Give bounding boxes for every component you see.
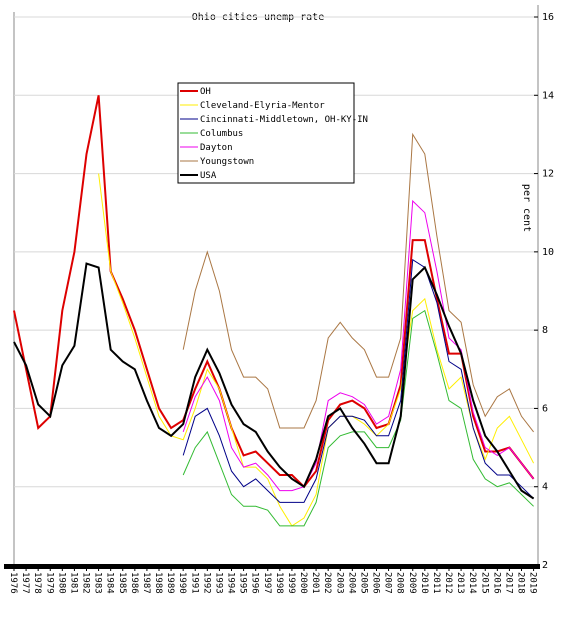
x-tick-label: 1998 (274, 572, 284, 594)
x-tick-label: 2015 (479, 572, 489, 594)
x-tick-label: 2004 (346, 572, 356, 594)
x-tick-label: 1990 (177, 572, 187, 594)
x-tick-label: 1986 (129, 572, 139, 594)
x-tick-label: 1976 (8, 572, 18, 594)
legend-label: USA (200, 171, 217, 181)
series-line (182, 199, 534, 492)
x-tick-label: 1993 (213, 572, 223, 594)
x-tick-label: 1982 (81, 572, 91, 594)
x-tick-label: 1992 (201, 572, 211, 594)
y-tick-label: 14 (542, 90, 554, 101)
x-tick-label: 1999 (286, 572, 296, 594)
series-line (182, 258, 534, 503)
x-tick-label: 2017 (503, 572, 513, 594)
x-tick-label: 1987 (141, 572, 151, 594)
legend-label: Cincinnati-Middletown, OH-KY-IN (200, 115, 368, 125)
legend-label: Dayton (200, 143, 233, 153)
x-tick-label: 1988 (153, 572, 163, 594)
series-line (182, 309, 534, 527)
x-tick-label: 1981 (68, 572, 78, 594)
series-line (13, 262, 535, 500)
x-tick-label: 1978 (32, 572, 42, 594)
x-tick-label: 2014 (467, 572, 477, 594)
x-tick-label: 2009 (407, 572, 417, 594)
x-tick-label: 2016 (491, 572, 501, 594)
x-tick-label: 1997 (262, 572, 272, 594)
legend-label: Columbus (200, 129, 243, 139)
x-tick-label: 2002 (322, 572, 332, 594)
y-tick-label: 12 (542, 169, 554, 180)
x-tick-label: 2019 (528, 572, 538, 594)
y-tick-label: 16 (542, 12, 554, 23)
x-tick-label: 1985 (117, 572, 127, 594)
y-tick-label: 6 (542, 403, 548, 414)
legend-box (177, 82, 355, 184)
x-tick-label: 2006 (371, 572, 381, 594)
x-tick-label: 2018 (516, 572, 526, 594)
x-tick-label: 1995 (238, 572, 248, 594)
x-tick-label: 2013 (455, 572, 465, 594)
x-tick-label: 1994 (226, 572, 236, 594)
x-axis-bar (4, 564, 540, 569)
x-tick-label: 1996 (250, 572, 260, 594)
x-tick-label: 1984 (105, 572, 115, 594)
y-tick-label: 10 (542, 247, 554, 258)
x-tick-label: 1983 (93, 572, 103, 594)
legend-label: Cleveland-Elyria-Mentor (200, 101, 325, 111)
series-line (182, 132, 534, 433)
x-tick-label: 1980 (56, 572, 66, 594)
legend-label: Youngstown (200, 157, 254, 167)
x-tick-label: 2007 (383, 572, 393, 594)
x-tick-label: 2000 (298, 572, 308, 594)
x-tick-label: 2001 (310, 572, 320, 594)
x-tick-label: 2012 (443, 572, 453, 594)
y-tick-label: 4 (542, 482, 548, 493)
x-tick-label: 1977 (20, 572, 30, 594)
x-tick-label: 2010 (419, 572, 429, 594)
legend-label: OH (200, 87, 211, 97)
x-tick-label: 2008 (395, 572, 405, 594)
x-tick-label: 1991 (189, 572, 199, 594)
x-tick-label: 2005 (358, 572, 368, 594)
series-line (13, 95, 535, 489)
x-tick-label: 1989 (165, 572, 175, 594)
y-tick-label: 8 (542, 325, 548, 336)
y-tick-label: 2 (542, 560, 548, 571)
x-tick-label: 2003 (334, 572, 344, 594)
y-axis-label: per cent (521, 184, 532, 232)
x-tick-label: 2011 (431, 572, 441, 594)
x-tick-label: 1979 (44, 572, 54, 594)
